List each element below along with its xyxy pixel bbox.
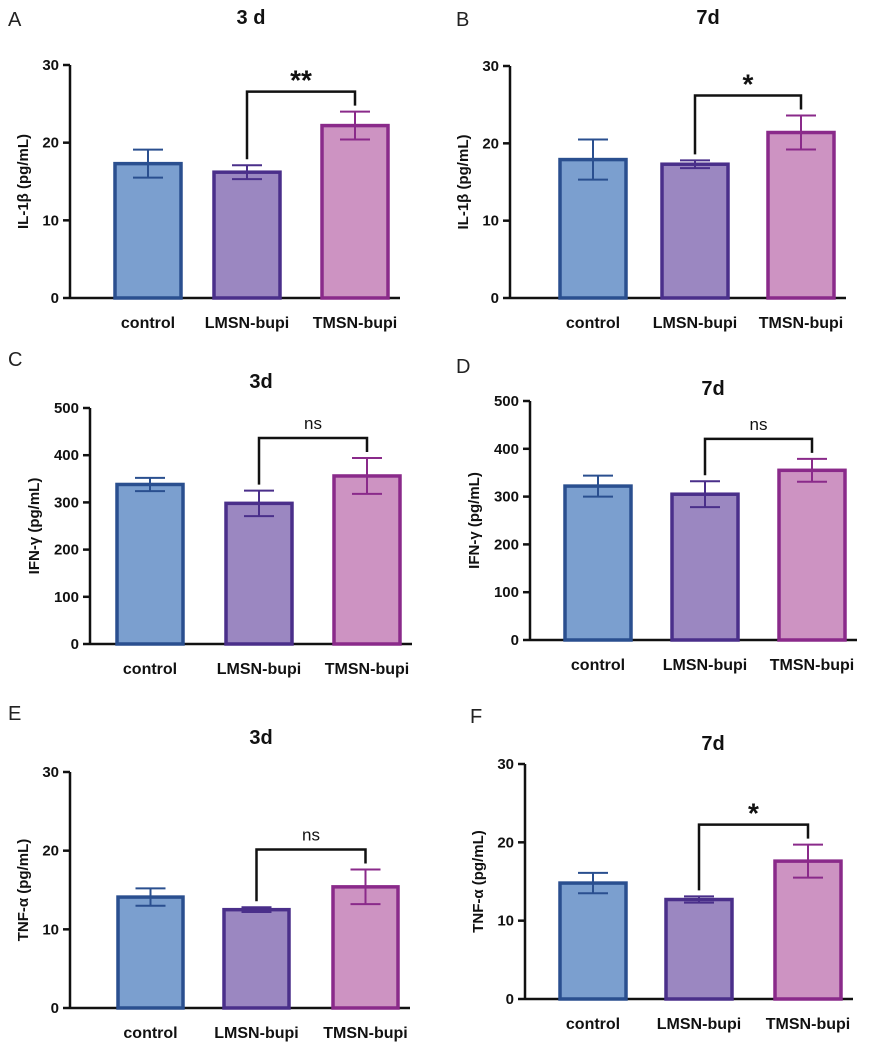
panel-d-y-tick-label: 300: [494, 489, 519, 506]
panel-d-y-tick-label: 0: [511, 632, 519, 649]
panel-b-y-tick-label: 10: [482, 213, 499, 230]
panel-a-y-tick-label: 10: [42, 212, 59, 229]
panel-d-y-tick-label: 400: [494, 441, 519, 458]
panel-b-bar-2: [766, 130, 836, 300]
panel-e-y-tick-label: 0: [51, 1000, 59, 1017]
panel-b-bar-0: [558, 157, 628, 300]
panel-c-category-label-2: TMSN-bupi: [325, 661, 409, 678]
panel-b-significance-label: *: [743, 68, 754, 99]
panel-a-bar-0: [113, 161, 183, 300]
panel-a-title: 3 d: [237, 7, 266, 29]
panel-c-significance-label: ns: [304, 414, 322, 433]
panel-c-letter: C: [8, 349, 22, 371]
panel-f-bar-2: [773, 859, 843, 1001]
panel-d-significance-bracket: [703, 437, 814, 476]
panel-b-category-label-1: LMSN-bupi: [653, 315, 737, 332]
panel-d-letter: D: [456, 356, 470, 378]
panel-b-y-tick-label: 0: [491, 290, 499, 307]
panel-e-category-label-1: LMSN-bupi: [214, 1025, 298, 1042]
panel-d-category-label-2: TMSN-bupi: [770, 657, 854, 674]
panel-c-y-tick-label: 100: [54, 589, 79, 606]
panel-d-bar-1: [670, 492, 740, 642]
panel-f-bar-1: [664, 897, 734, 1001]
panel-a-bar-2: [320, 123, 390, 300]
panel-b-letter: B: [456, 9, 469, 31]
panel-f-significance-label: *: [748, 798, 759, 829]
panel-f-y-axis-label: TNF-α (pg/mL): [470, 830, 487, 933]
panel-a-category-label-0: control: [121, 315, 175, 332]
panel-c-bar-2: [332, 474, 402, 646]
panel-e-title: 3d: [249, 727, 272, 749]
panel-e-category-label-0: control: [123, 1025, 177, 1042]
panel-d-significance-label: ns: [750, 415, 768, 434]
panel-e-y-tick-label: 30: [42, 764, 59, 781]
panel-e-significance-bracket: [255, 848, 367, 902]
panel-f-significance-bracket: [697, 823, 810, 891]
panel-d-y-axis-label: IFN-γ (pg/mL): [466, 472, 483, 569]
panel-d-title: 7d: [701, 378, 724, 400]
panel-e-letter: E: [8, 703, 21, 725]
panel-b-y-tick-label: 30: [482, 58, 499, 75]
panel-e-y-tick-label: 10: [42, 921, 59, 938]
panel-a-y-axis-label: IL-1β (pg/mL): [15, 134, 32, 229]
panel-d-category-label-0: control: [571, 657, 625, 674]
panel-a-letter: A: [8, 9, 22, 31]
panel-c-significance-bracket: [257, 436, 369, 485]
panel-a-y-tick-label: 30: [42, 57, 59, 74]
panel-f-title: 7d: [701, 733, 724, 755]
panel-b-y-tick-label: 20: [482, 135, 499, 152]
panel-c-category-label-0: control: [123, 661, 177, 678]
panel-c-category-label-1: LMSN-bupi: [217, 661, 301, 678]
panel-c-y-tick-label: 200: [54, 542, 79, 559]
panel-d-bar-2: [777, 468, 847, 642]
panel-c-y-tick-label: 0: [71, 636, 79, 653]
panel-e-bar-1: [222, 907, 291, 1010]
panel-f-category-label-1: LMSN-bupi: [657, 1016, 741, 1033]
panel-a-significance-label: **: [290, 65, 312, 96]
panel-a-y-tick-label: 0: [51, 290, 59, 307]
panel-e-category-label-2: TMSN-bupi: [323, 1025, 407, 1042]
panel-a-category-label-2: TMSN-bupi: [313, 315, 397, 332]
panel-f-bar-0: [558, 881, 628, 1001]
panel-b-category-label-0: control: [566, 315, 620, 332]
panel-a-y-tick-label: 20: [42, 135, 59, 152]
panel-f-category-label-0: control: [566, 1016, 620, 1033]
panel-c-y-axis-label: IFN-γ (pg/mL): [26, 478, 43, 575]
panel-c-y-tick-label: 300: [54, 494, 79, 511]
panel-a-bar-1: [212, 170, 282, 300]
panel-f-y-tick-label: 20: [497, 834, 514, 851]
panel-d-y-tick-label: 500: [494, 393, 519, 410]
panel-f-y-tick-label: 30: [497, 756, 514, 773]
panel-d-category-label-1: LMSN-bupi: [663, 657, 747, 674]
panel-a-significance-bracket: [245, 90, 357, 160]
panel-d-bar-0: [563, 484, 633, 642]
panel-c-bar-1: [224, 501, 294, 646]
panel-f-letter: F: [470, 706, 482, 728]
panel-b-category-label-2: TMSN-bupi: [759, 315, 843, 332]
panel-c-y-tick-label: 400: [54, 447, 79, 464]
panel-f-category-label-2: TMSN-bupi: [766, 1016, 850, 1033]
panel-c-y-tick-label: 500: [54, 400, 79, 417]
panel-b-significance-bracket: [693, 94, 803, 155]
panel-b-title: 7d: [696, 7, 719, 29]
panel-e-bar-0: [116, 895, 185, 1010]
panel-d-y-tick-label: 200: [494, 536, 519, 553]
panel-e-y-tick-label: 20: [42, 843, 59, 860]
panel-e-y-axis-label: TNF-α (pg/mL): [15, 839, 32, 942]
panel-e-significance-label: ns: [302, 826, 320, 845]
panel-f-y-tick-label: 0: [506, 991, 514, 1008]
panel-c-title: 3d: [249, 371, 272, 393]
panel-a-category-label-1: LMSN-bupi: [205, 315, 289, 332]
panel-f-y-tick-label: 10: [497, 913, 514, 930]
panel-b-y-axis-label: IL-1β (pg/mL): [455, 135, 472, 230]
panel-c-bar-0: [115, 482, 185, 646]
panel-d-y-tick-label: 100: [494, 584, 519, 601]
panel-b-bar-1: [660, 162, 730, 300]
